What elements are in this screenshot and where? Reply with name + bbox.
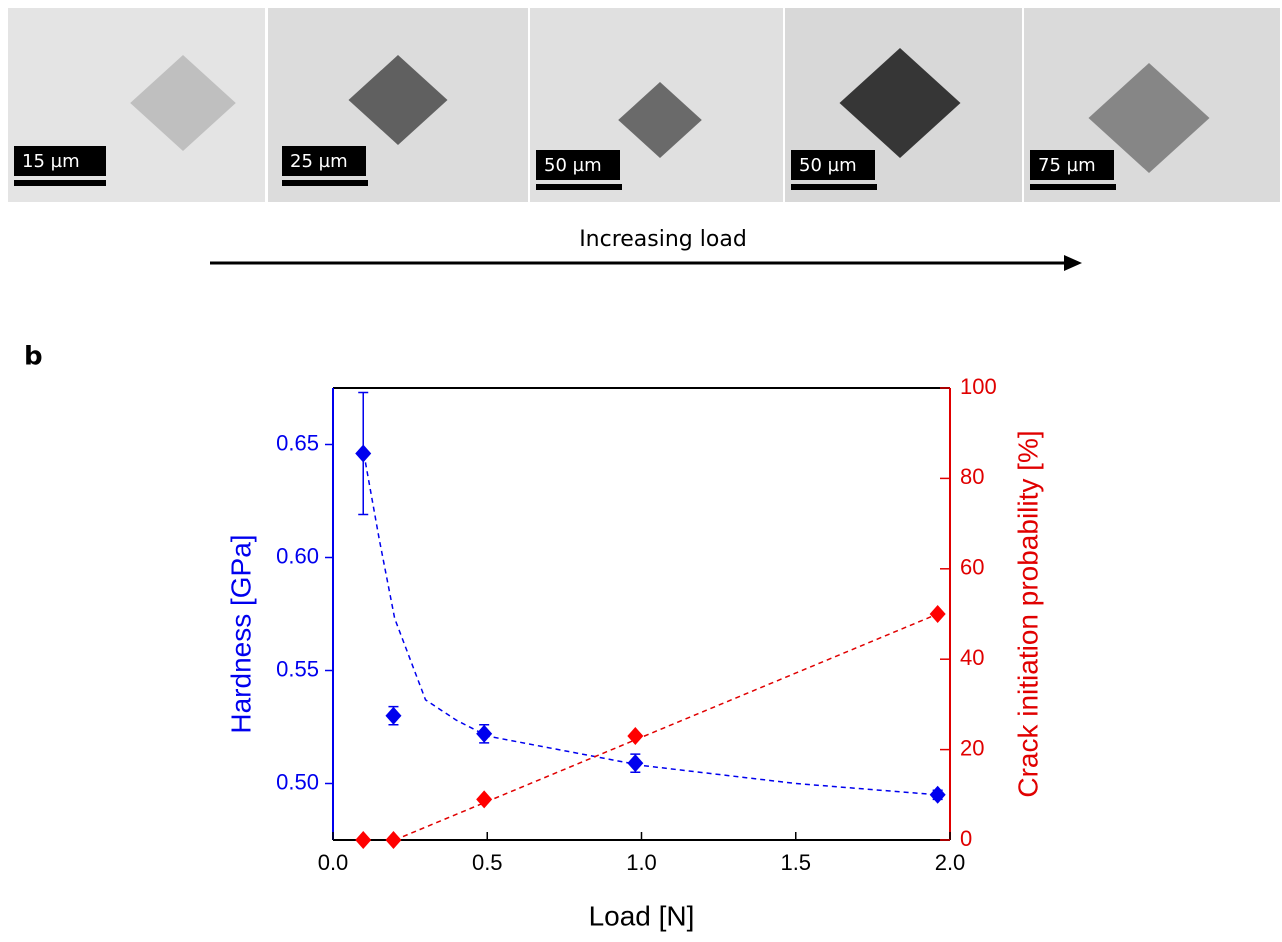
scale-box	[282, 146, 366, 176]
scale-box	[791, 150, 875, 180]
indent	[130, 55, 236, 151]
scale-label: 50 µm	[799, 155, 857, 176]
scale-box	[1030, 150, 1114, 180]
marker	[385, 831, 402, 849]
x-axis-label: Load [N]	[589, 900, 695, 931]
y2-tick-label: 80	[960, 464, 984, 489]
scale-label: 15 µm	[22, 151, 80, 172]
scale-bar	[536, 184, 622, 190]
scale-bar	[14, 180, 106, 186]
scale-bar	[282, 180, 368, 186]
indent	[618, 82, 702, 158]
scale-label: 75 µm	[1038, 155, 1096, 176]
y2-tick-label: 40	[960, 645, 984, 670]
marker	[929, 785, 946, 804]
marker	[627, 727, 644, 746]
marker	[385, 706, 402, 725]
scale-box	[14, 146, 106, 176]
y-tick-label: 0.60	[276, 543, 319, 568]
scale-bar	[1030, 184, 1116, 190]
scale-box	[536, 150, 620, 180]
marker	[355, 444, 372, 463]
x-tick-label: 2.0	[935, 850, 966, 875]
x-tick-label: 1.5	[780, 850, 811, 875]
x-tick-label: 1.0	[626, 850, 657, 875]
y-tick-label: 0.65	[276, 430, 319, 455]
y-axis-label: Hardness [GPa]	[225, 534, 256, 733]
y2-tick-label: 100	[960, 374, 997, 399]
indent	[348, 55, 448, 145]
marker	[355, 831, 372, 849]
fit-line	[363, 453, 938, 796]
marker	[929, 605, 946, 623]
arrow-head	[1064, 255, 1082, 271]
arrow-label: Increasing load	[579, 227, 747, 252]
panel-label: b	[24, 342, 43, 372]
marker	[476, 724, 493, 743]
indent	[1088, 63, 1210, 173]
marker	[627, 754, 644, 773]
scale-label: 50 µm	[544, 155, 602, 176]
y-tick-label: 0.50	[276, 769, 319, 794]
x-tick-label: 0.5	[472, 850, 503, 875]
y2-tick-label: 60	[960, 555, 984, 580]
y2-axis-label: Crack initiation probability [%]	[1012, 430, 1043, 797]
x-tick-label: 0.0	[318, 850, 349, 875]
fit-line	[394, 613, 938, 841]
indent	[839, 48, 961, 158]
y2-tick-label: 20	[960, 735, 984, 760]
y2-tick-label: 0	[960, 826, 972, 851]
y-tick-label: 0.55	[276, 656, 319, 681]
scale-label: 25 µm	[290, 151, 348, 172]
scale-bar	[791, 184, 877, 190]
marker	[476, 790, 493, 809]
